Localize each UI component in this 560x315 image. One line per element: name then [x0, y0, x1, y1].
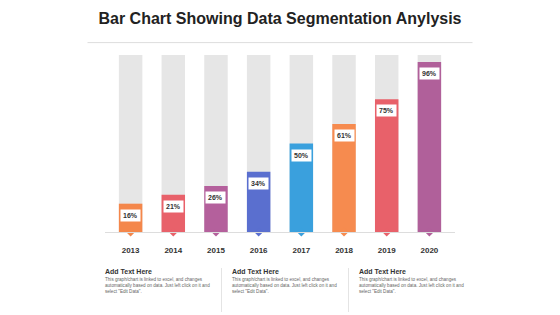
svg-text:34%: 34%: [251, 180, 266, 187]
html-text:This graph/chart is linked to: This graph/chart is linked to excel, and…: [232, 277, 337, 294]
svg-text:96%: 96%: [422, 70, 437, 77]
html-text:Add Text Here: Add Text Here: [359, 268, 406, 275]
svg-text:21%: 21%: [166, 203, 181, 210]
svg-text:2018: 2018: [335, 246, 353, 255]
svg-text:2019: 2019: [378, 246, 396, 255]
svg-text:Bar Chart Showing Data Segment: Bar Chart Showing Data Segmentation Anyl…: [98, 10, 461, 27]
svg-text:61%: 61%: [337, 132, 352, 139]
html-text:Add Text Here: Add Text Here: [105, 268, 152, 275]
html-text:This graph/chart is linked to: This graph/chart is linked to excel, and…: [105, 277, 210, 294]
svg-text:2014: 2014: [164, 246, 182, 255]
svg-text:2015: 2015: [207, 246, 225, 255]
html-text:Add Text Here: Add Text Here: [232, 268, 279, 275]
svg-text:16%: 16%: [123, 212, 138, 219]
svg-text:26%: 26%: [208, 194, 223, 201]
svg-text:50%: 50%: [294, 152, 309, 159]
svg-text:2016: 2016: [250, 246, 268, 255]
svg-text:2013: 2013: [122, 246, 140, 255]
svg-text:2017: 2017: [292, 246, 310, 255]
svg-text:2020: 2020: [420, 246, 438, 255]
html-text:This graph/chart is linked to: This graph/chart is linked to excel, and…: [359, 277, 464, 294]
svg-text:75%: 75%: [379, 107, 394, 114]
